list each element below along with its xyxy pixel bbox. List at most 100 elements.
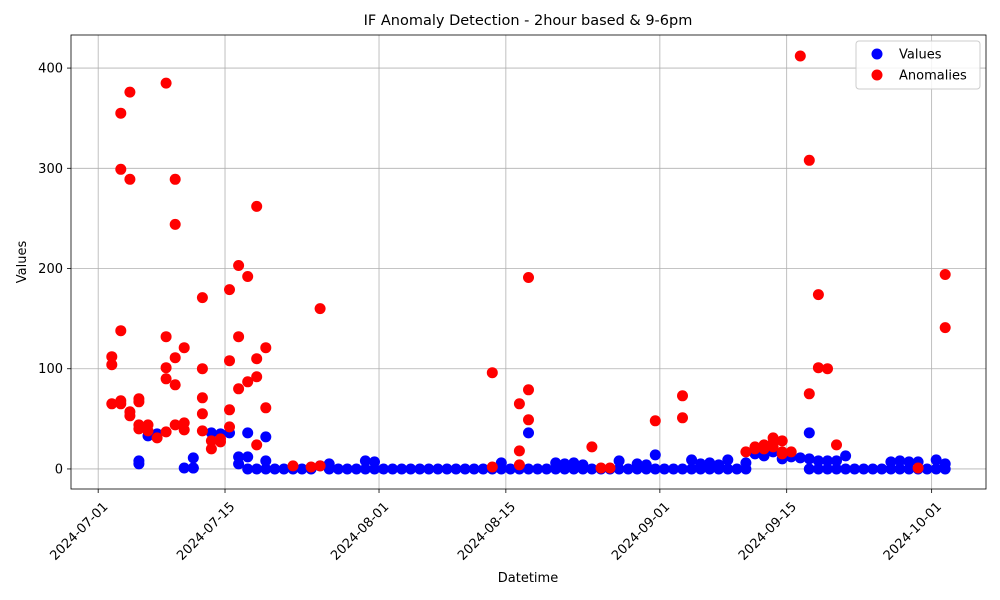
anomaly-point	[831, 439, 842, 451]
anomaly-point	[803, 388, 815, 400]
anomaly-point	[812, 362, 824, 374]
anomaly-point	[242, 376, 254, 388]
value-point	[559, 458, 571, 470]
anomaly-point	[160, 331, 172, 343]
anomaly-point	[196, 425, 208, 437]
anomaly-point	[595, 462, 607, 474]
value-point	[731, 463, 743, 475]
value-point	[359, 455, 371, 467]
value-point	[296, 463, 308, 475]
value-point	[704, 457, 716, 469]
value-point	[269, 463, 281, 475]
value-point	[831, 455, 842, 467]
value-point	[260, 455, 272, 467]
value-point	[686, 463, 698, 475]
value-point	[686, 454, 698, 466]
value-point	[260, 431, 272, 443]
anomaly-point	[912, 462, 924, 474]
anomaly-point	[160, 373, 172, 385]
anomaly-point	[767, 441, 779, 453]
anomaly-point	[115, 163, 127, 175]
anomaly-point	[124, 410, 136, 422]
anomaly-point	[233, 331, 245, 343]
anomaly-point	[513, 459, 525, 471]
value-point	[722, 454, 734, 466]
value-point	[903, 456, 915, 468]
value-point	[369, 456, 380, 468]
y-tick-label: 100	[38, 362, 63, 377]
anomaly-point	[314, 303, 326, 315]
anomaly-point	[133, 396, 145, 408]
value-point	[649, 449, 661, 461]
value-point	[550, 457, 562, 469]
data-points	[106, 50, 951, 475]
anomaly-point	[822, 363, 833, 375]
anomaly-point	[242, 271, 254, 282]
value-point	[233, 451, 245, 463]
value-point	[523, 463, 534, 475]
anomaly-point	[486, 367, 498, 379]
value-point	[323, 458, 335, 470]
anomaly-point	[233, 260, 245, 271]
anomaly-point	[251, 200, 263, 212]
anomaly-point	[106, 359, 118, 371]
anomaly-point	[287, 460, 299, 472]
anomaly-point	[251, 353, 263, 365]
anomaly-point	[740, 446, 752, 458]
anomaly-point	[677, 412, 688, 424]
value-point	[722, 463, 734, 475]
value-point	[921, 463, 933, 475]
anomaly-point	[115, 107, 127, 119]
anomaly-point	[794, 50, 806, 62]
value-point	[133, 458, 145, 470]
value-point	[260, 463, 272, 475]
anomaly-point	[939, 269, 951, 280]
value-point	[242, 463, 254, 475]
anomaly-point	[314, 460, 326, 472]
value-point	[568, 457, 580, 469]
anomaly-point	[523, 414, 534, 426]
anomaly-point	[196, 292, 208, 304]
value-point	[822, 455, 833, 467]
y-axis-title: Values	[15, 241, 30, 284]
value-point	[812, 455, 824, 467]
value-point	[613, 463, 625, 475]
value-point	[187, 452, 199, 464]
anomaly-point	[160, 362, 172, 374]
value-point	[930, 454, 942, 466]
y-axis: 0 100 200 300 400	[38, 62, 71, 477]
value-point	[577, 459, 589, 471]
value-point	[713, 459, 725, 471]
value-point	[849, 463, 861, 475]
value-point	[822, 463, 833, 475]
anomaly-point	[812, 289, 824, 301]
anomaly-point	[803, 154, 815, 166]
anomaly-point	[160, 426, 172, 438]
y-tick-label: 200	[38, 262, 63, 277]
value-point	[840, 450, 852, 462]
anomaly-point	[260, 402, 272, 414]
anomaly-point	[649, 415, 661, 427]
anomaly-point	[224, 421, 235, 433]
anomaly-point	[251, 371, 263, 383]
anomaly-point	[513, 398, 525, 410]
value-point	[423, 463, 435, 475]
anomaly-point	[939, 322, 951, 334]
anomaly-point	[785, 446, 797, 458]
anomaly-point	[178, 424, 190, 436]
plot-frame	[70, 34, 987, 490]
anomaly-point	[160, 77, 172, 89]
value-point	[495, 457, 507, 469]
anomaly-point	[586, 441, 598, 453]
legend-anomalies-label: Anomalies	[899, 69, 967, 84]
anomaly-point	[677, 390, 688, 402]
anomaly-point	[523, 272, 534, 283]
anomaly-point	[776, 448, 788, 460]
value-point	[242, 451, 254, 463]
value-point	[803, 453, 815, 465]
value-point	[459, 463, 471, 475]
anomaly-point	[196, 408, 208, 420]
anomaly-point	[205, 443, 217, 455]
